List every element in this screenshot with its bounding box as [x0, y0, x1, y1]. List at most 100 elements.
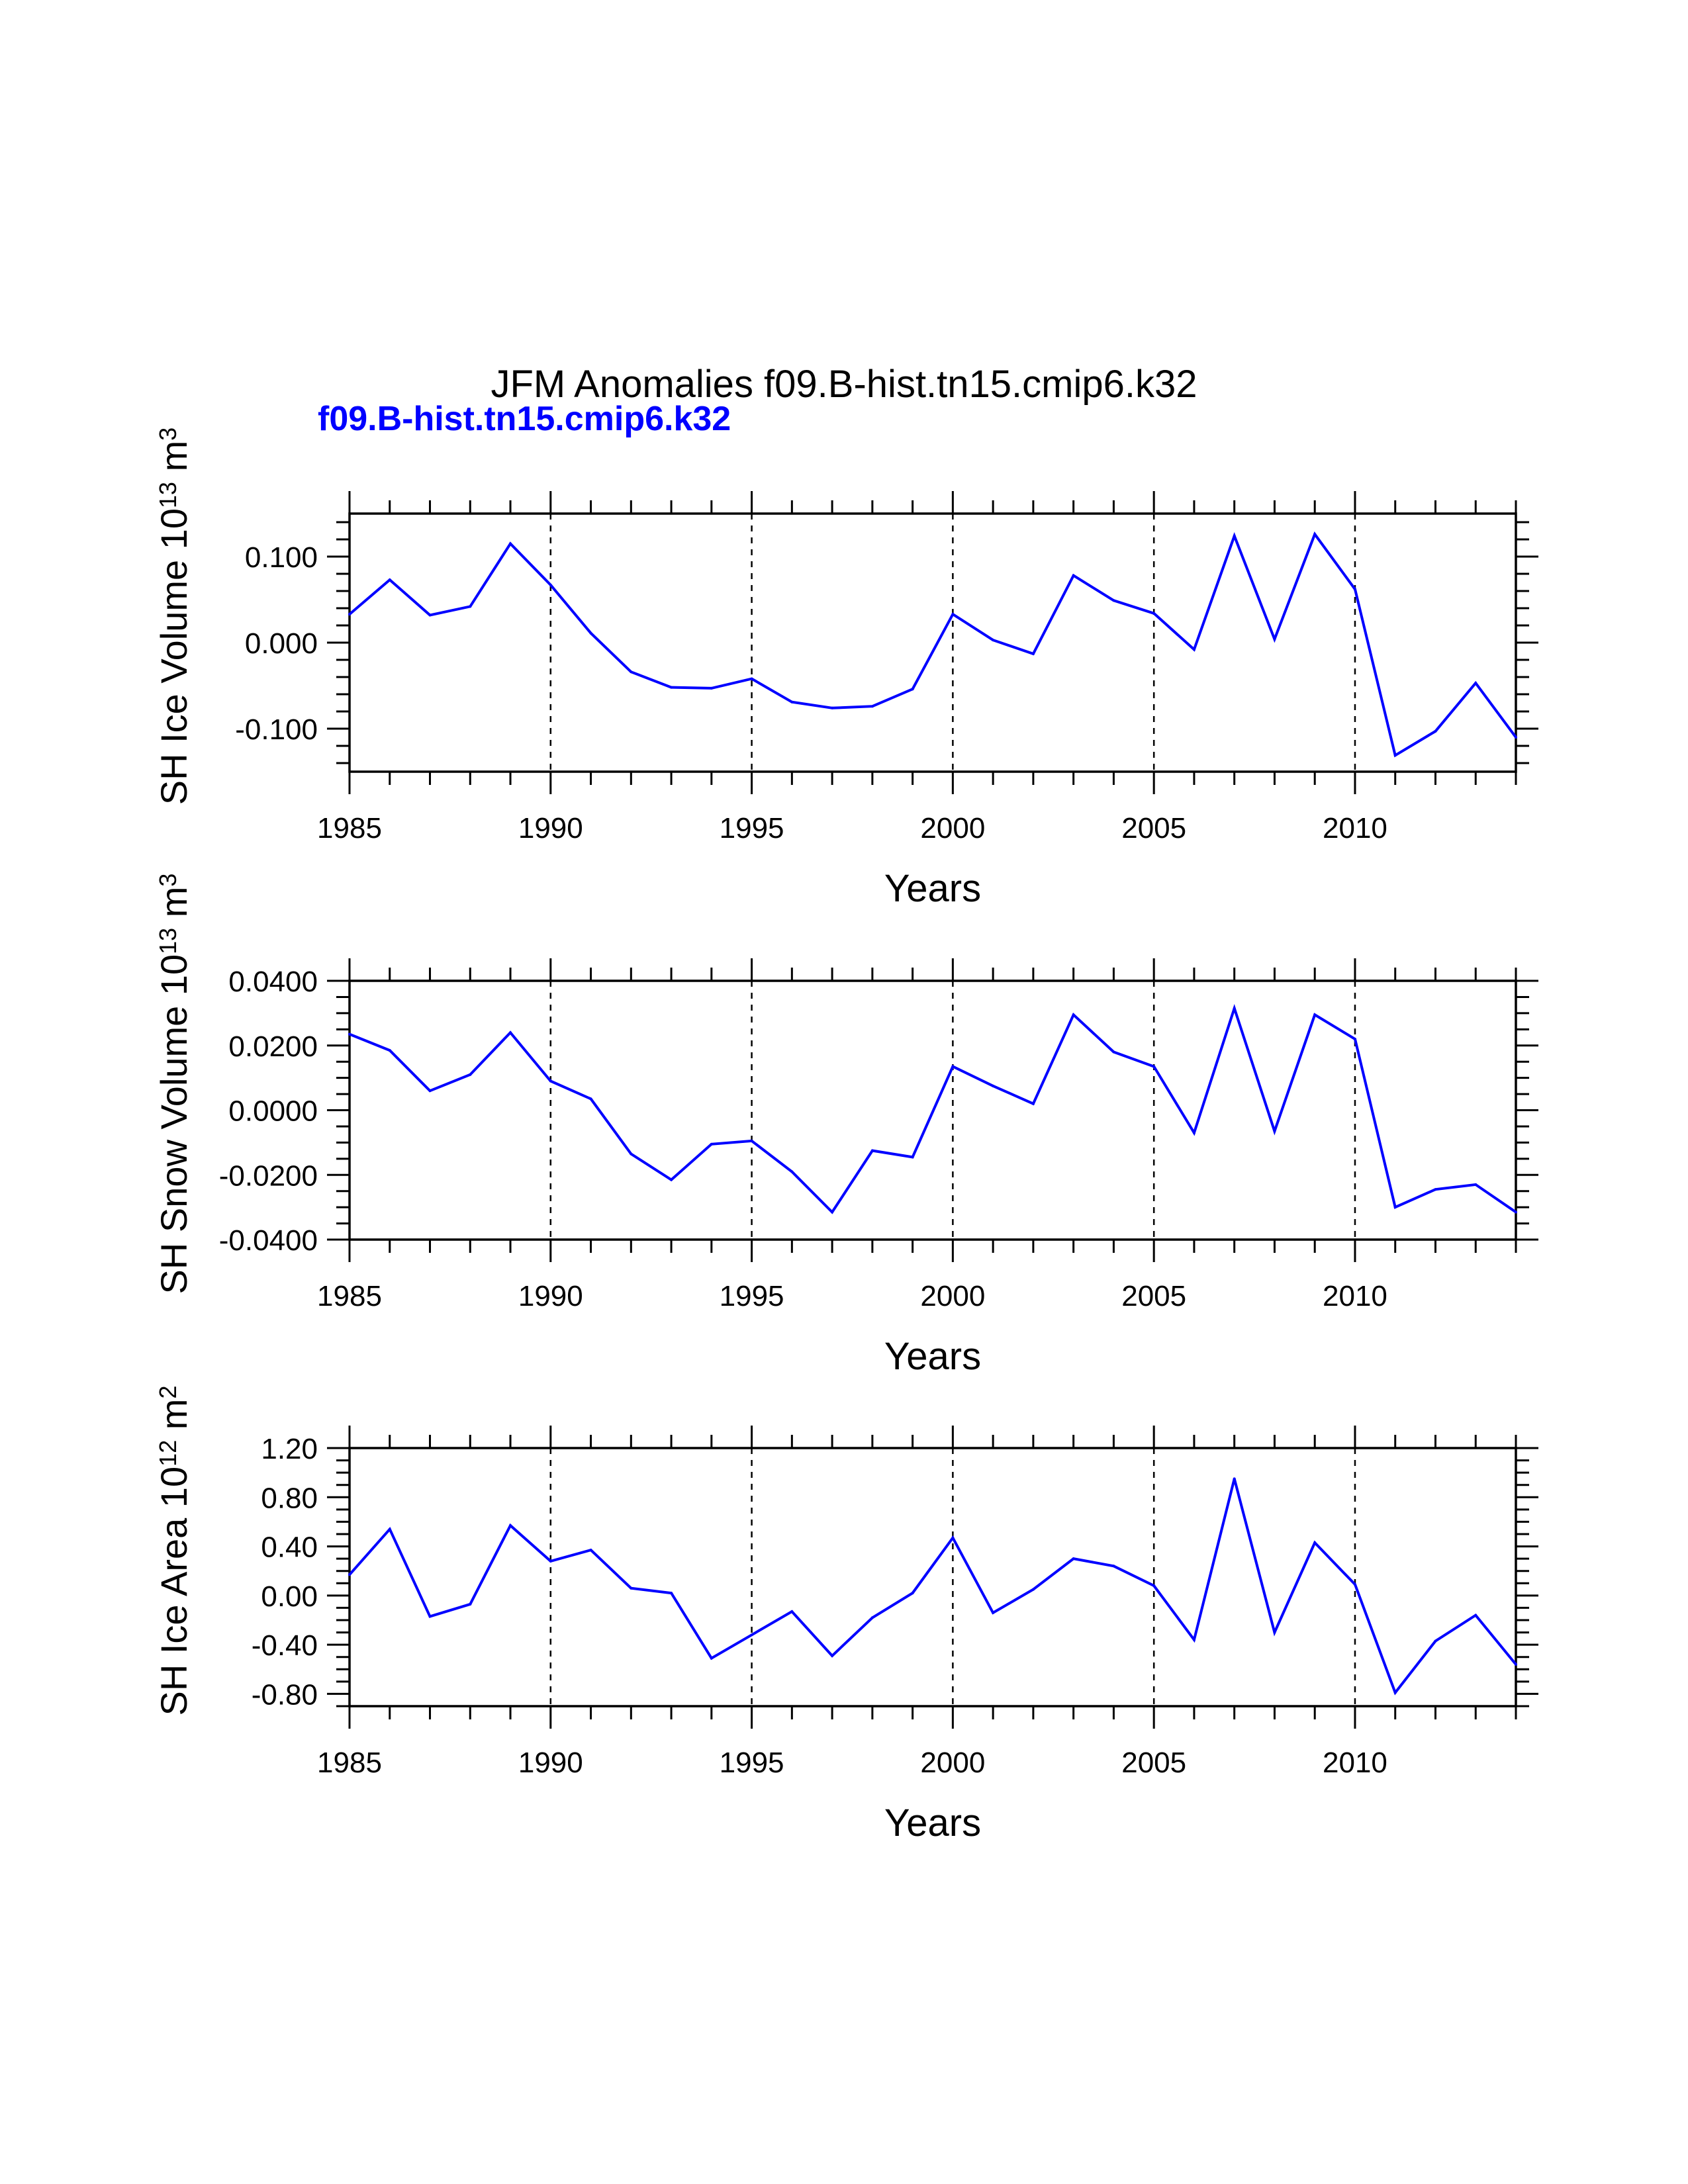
data-point-1990 [549, 583, 552, 586]
figure-title: JFM Anomalies f09.B-hist.tn15.cmip6.k32 [491, 363, 1197, 406]
data-point-2002 [1031, 652, 1035, 655]
data-point-1987 [428, 614, 432, 617]
series-line-0 [348, 531, 1517, 758]
data-point-1993 [670, 1178, 673, 1181]
data-point-1993 [670, 1592, 673, 1595]
data-point-2013 [1474, 682, 1477, 685]
x-tick-label-1995: 1995 [720, 1280, 784, 1312]
series-line-0 [348, 1478, 1517, 1696]
y-tick-label: -0.40 [252, 1629, 318, 1662]
data-point-1999 [911, 1156, 914, 1159]
data-point-2009 [1313, 533, 1317, 536]
data-point-2001 [992, 1084, 995, 1087]
data-point-1994 [710, 1657, 713, 1660]
data-point-1986 [388, 578, 391, 582]
data-point-2013 [1474, 1614, 1477, 1617]
x-tick-label-1995: 1995 [720, 812, 784, 844]
data-point-1987 [428, 1089, 432, 1093]
data-point-2008 [1273, 1631, 1276, 1634]
data-point-2011 [1393, 1206, 1397, 1209]
data-point-1992 [630, 670, 633, 674]
data-point-2013 [1474, 1183, 1477, 1186]
data-point-1985 [348, 1032, 351, 1036]
data-point-2000 [951, 613, 955, 616]
x-axis-label: Years [884, 1801, 981, 1844]
data-point-1989 [509, 542, 512, 545]
data-point-2004 [1112, 1050, 1115, 1054]
data-point-1991 [589, 1097, 592, 1101]
y-tick-label: 0.0400 [228, 966, 318, 998]
y-tick-label: -0.80 [252, 1678, 318, 1711]
data-point-1998 [870, 1149, 874, 1152]
x-tick-label-2005: 2005 [1121, 1280, 1186, 1312]
data-point-2005 [1152, 1584, 1156, 1587]
x-tick-label-2005: 2005 [1121, 1747, 1186, 1779]
data-point-1996 [790, 1170, 794, 1173]
x-axis-label: Years [884, 1335, 981, 1378]
x-tick-label-2010: 2010 [1323, 1280, 1387, 1312]
data-point-2007 [1233, 1007, 1236, 1010]
data-point-1994 [710, 686, 713, 690]
data-point-1989 [509, 1524, 512, 1527]
data-point-2014 [1515, 736, 1517, 739]
x-axis-label: Years [884, 867, 981, 910]
y-tick-label: -0.0200 [219, 1160, 318, 1192]
x-tick-label-1990: 1990 [518, 812, 583, 844]
data-point-1988 [469, 1073, 472, 1076]
data-point-2000 [951, 1065, 955, 1068]
data-point-2002 [1031, 1588, 1035, 1591]
data-point-2000 [951, 1536, 955, 1539]
x-tick-label-2000: 2000 [920, 1747, 985, 1779]
y-tick-label: 0.00 [261, 1580, 318, 1613]
data-point-1996 [790, 1610, 794, 1613]
data-point-1991 [589, 631, 592, 635]
data-point-2006 [1192, 1638, 1196, 1641]
data-point-2012 [1434, 1188, 1437, 1191]
x-tick-label-2010: 2010 [1323, 812, 1387, 844]
data-point-2010 [1353, 1037, 1356, 1040]
y-tick-label: 0.100 [245, 541, 318, 574]
data-point-1999 [911, 1592, 914, 1595]
x-tick-label-2000: 2000 [920, 1280, 985, 1312]
y-axis-label-sup: 12 [154, 1440, 181, 1467]
y-axis-label: SH Ice Area 1012 m2 [153, 1386, 195, 1716]
panel-snow-volume: 0.0400 0.0200 0.0000 -0.0200 -0.0400 1985 1990… [153, 874, 1538, 1378]
data-point-2011 [1393, 1691, 1397, 1694]
data-point-1999 [911, 688, 914, 691]
data-point-1986 [388, 1049, 391, 1052]
y-axis-label-unit: m [153, 441, 195, 482]
data-point-1992 [630, 1586, 633, 1590]
x-tick-label-1990: 1990 [518, 1747, 583, 1779]
data-point-2005 [1152, 1065, 1156, 1068]
data-point-2014 [1515, 1662, 1517, 1666]
data-point-1993 [670, 686, 673, 689]
x-tick-label-2005: 2005 [1121, 812, 1186, 844]
data-point-1997 [831, 1210, 834, 1214]
y-tick-label: 1.20 [261, 1433, 318, 1465]
y-axis-label-unit-sup: 3 [154, 428, 181, 441]
data-point-2010 [1353, 588, 1356, 591]
data-point-1989 [509, 1031, 512, 1034]
y-tick-label: 0.000 [245, 627, 318, 660]
data-point-1995 [750, 1633, 753, 1637]
data-point-1990 [549, 1079, 552, 1083]
figure-subtitle: f09.B-hist.tn15.cmip6.k32 [318, 400, 731, 438]
data-point-2009 [1313, 1013, 1317, 1017]
data-point-1985 [348, 613, 351, 616]
data-point-2003 [1072, 1557, 1075, 1561]
series-line-0 [349, 1004, 1517, 1214]
x-tick-label-1985: 1985 [317, 1747, 382, 1779]
x-tick-label-2010: 2010 [1323, 1747, 1387, 1779]
data-point-2001 [992, 639, 995, 642]
x-tick-label-1985: 1985 [317, 812, 382, 844]
y-axis-label-main: SH Ice Volume 10 [153, 508, 195, 805]
data-point-1985 [348, 1573, 351, 1576]
data-point-2006 [1192, 1131, 1196, 1134]
data-point-2004 [1112, 1565, 1115, 1568]
data-point-2012 [1434, 1639, 1437, 1643]
data-point-1991 [589, 1549, 592, 1552]
y-axis-label: SH Snow Volume 1013 m3 [153, 874, 195, 1295]
data-point-2012 [1434, 729, 1437, 733]
data-point-2006 [1192, 648, 1196, 651]
